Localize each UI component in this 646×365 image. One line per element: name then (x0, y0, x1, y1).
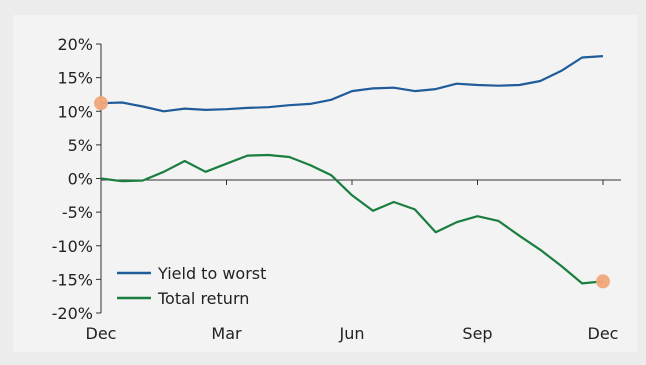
x-tick-label: Mar (211, 324, 242, 343)
series-lines (100, 55, 604, 285)
x-axis: Dec Mar Jun Sep Dec (86, 179, 621, 343)
x-tick-label: Dec (86, 324, 117, 343)
chart-card (13, 15, 637, 352)
y-tick-label: 20% (57, 35, 93, 54)
y-tick-label: -20% (52, 304, 93, 323)
series-line-yield-to-worst (100, 55, 604, 113)
y-tick-label: -10% (52, 237, 93, 256)
x-tick-label: Sep (462, 324, 492, 343)
y-tick-label: 5% (68, 136, 93, 155)
y-tick-label: 0% (68, 170, 93, 189)
x-tick-label: Dec (588, 324, 619, 343)
legend-label: Total return (157, 289, 249, 308)
legend: Yield to worst Total return (117, 264, 266, 308)
x-tick-label: Jun (339, 324, 365, 343)
y-tick-label: -15% (52, 270, 93, 289)
y-tick-label: 10% (57, 102, 93, 121)
legend-label: Yield to worst (157, 264, 266, 283)
y-tick-label: -5% (62, 203, 93, 222)
series-line-total-return (100, 153, 604, 285)
highlight-marker (596, 274, 610, 289)
y-axis: 20% 15% 10% 5% 0% -5% -10% -15% -20% (52, 35, 102, 323)
highlight-marker (94, 96, 108, 111)
highlight-markers (94, 96, 610, 289)
y-tick-label: 15% (57, 69, 93, 88)
